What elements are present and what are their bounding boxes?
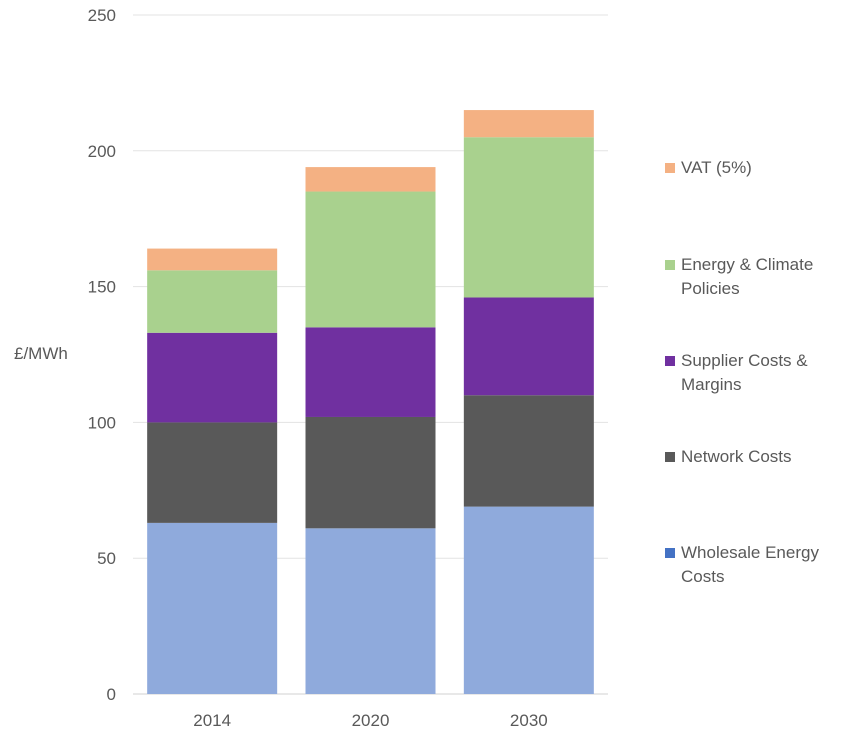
bar-segment [305,528,436,694]
y-tick-label: 250 [88,6,116,25]
x-tick-label: 2030 [510,711,548,730]
legend-item: VAT (5%) [665,156,851,180]
bar-segment [147,522,278,694]
bar-segment [147,270,278,333]
bar-segment [463,506,594,694]
bar-segment [463,395,594,507]
legend-item: Energy & Climate Policies [665,253,851,301]
y-tick-label: 0 [107,685,116,704]
bar-segment [463,297,594,396]
x-tick-label: 2020 [352,711,390,730]
x-tick-label: 2014 [193,711,231,730]
legend-label: VAT (5%) [681,158,752,177]
legend-label: Network Costs [681,447,792,466]
legend-swatch [665,452,675,462]
legend-label: Wholesale Energy Costs [681,543,819,586]
legend-label: Supplier Costs & Margins [681,351,808,394]
bar-segment [305,327,436,417]
y-tick-label: 150 [88,278,116,297]
bar-segment [305,416,436,529]
bar-segment [147,332,278,423]
y-tick-label: 200 [88,142,116,161]
bar-segment [463,137,594,298]
y-tick-label: 50 [97,549,116,568]
legend-item: Supplier Costs & Margins [665,349,851,397]
y-tick-label: 100 [88,413,116,432]
bar-segment [147,422,278,523]
bar-segment [147,248,278,271]
legend-swatch [665,548,675,558]
y-axis-label: £/MWh [14,344,68,363]
legend-item: Network Costs [665,445,851,469]
bar-segment [463,110,594,138]
legend-swatch [665,163,675,173]
bar-segment [305,167,436,192]
legend-swatch [665,260,675,270]
legend-swatch [665,356,675,366]
legend-label: Energy & Climate Policies [681,255,814,298]
legend-item: Wholesale Energy Costs [665,541,851,589]
bar-segment [305,191,436,328]
